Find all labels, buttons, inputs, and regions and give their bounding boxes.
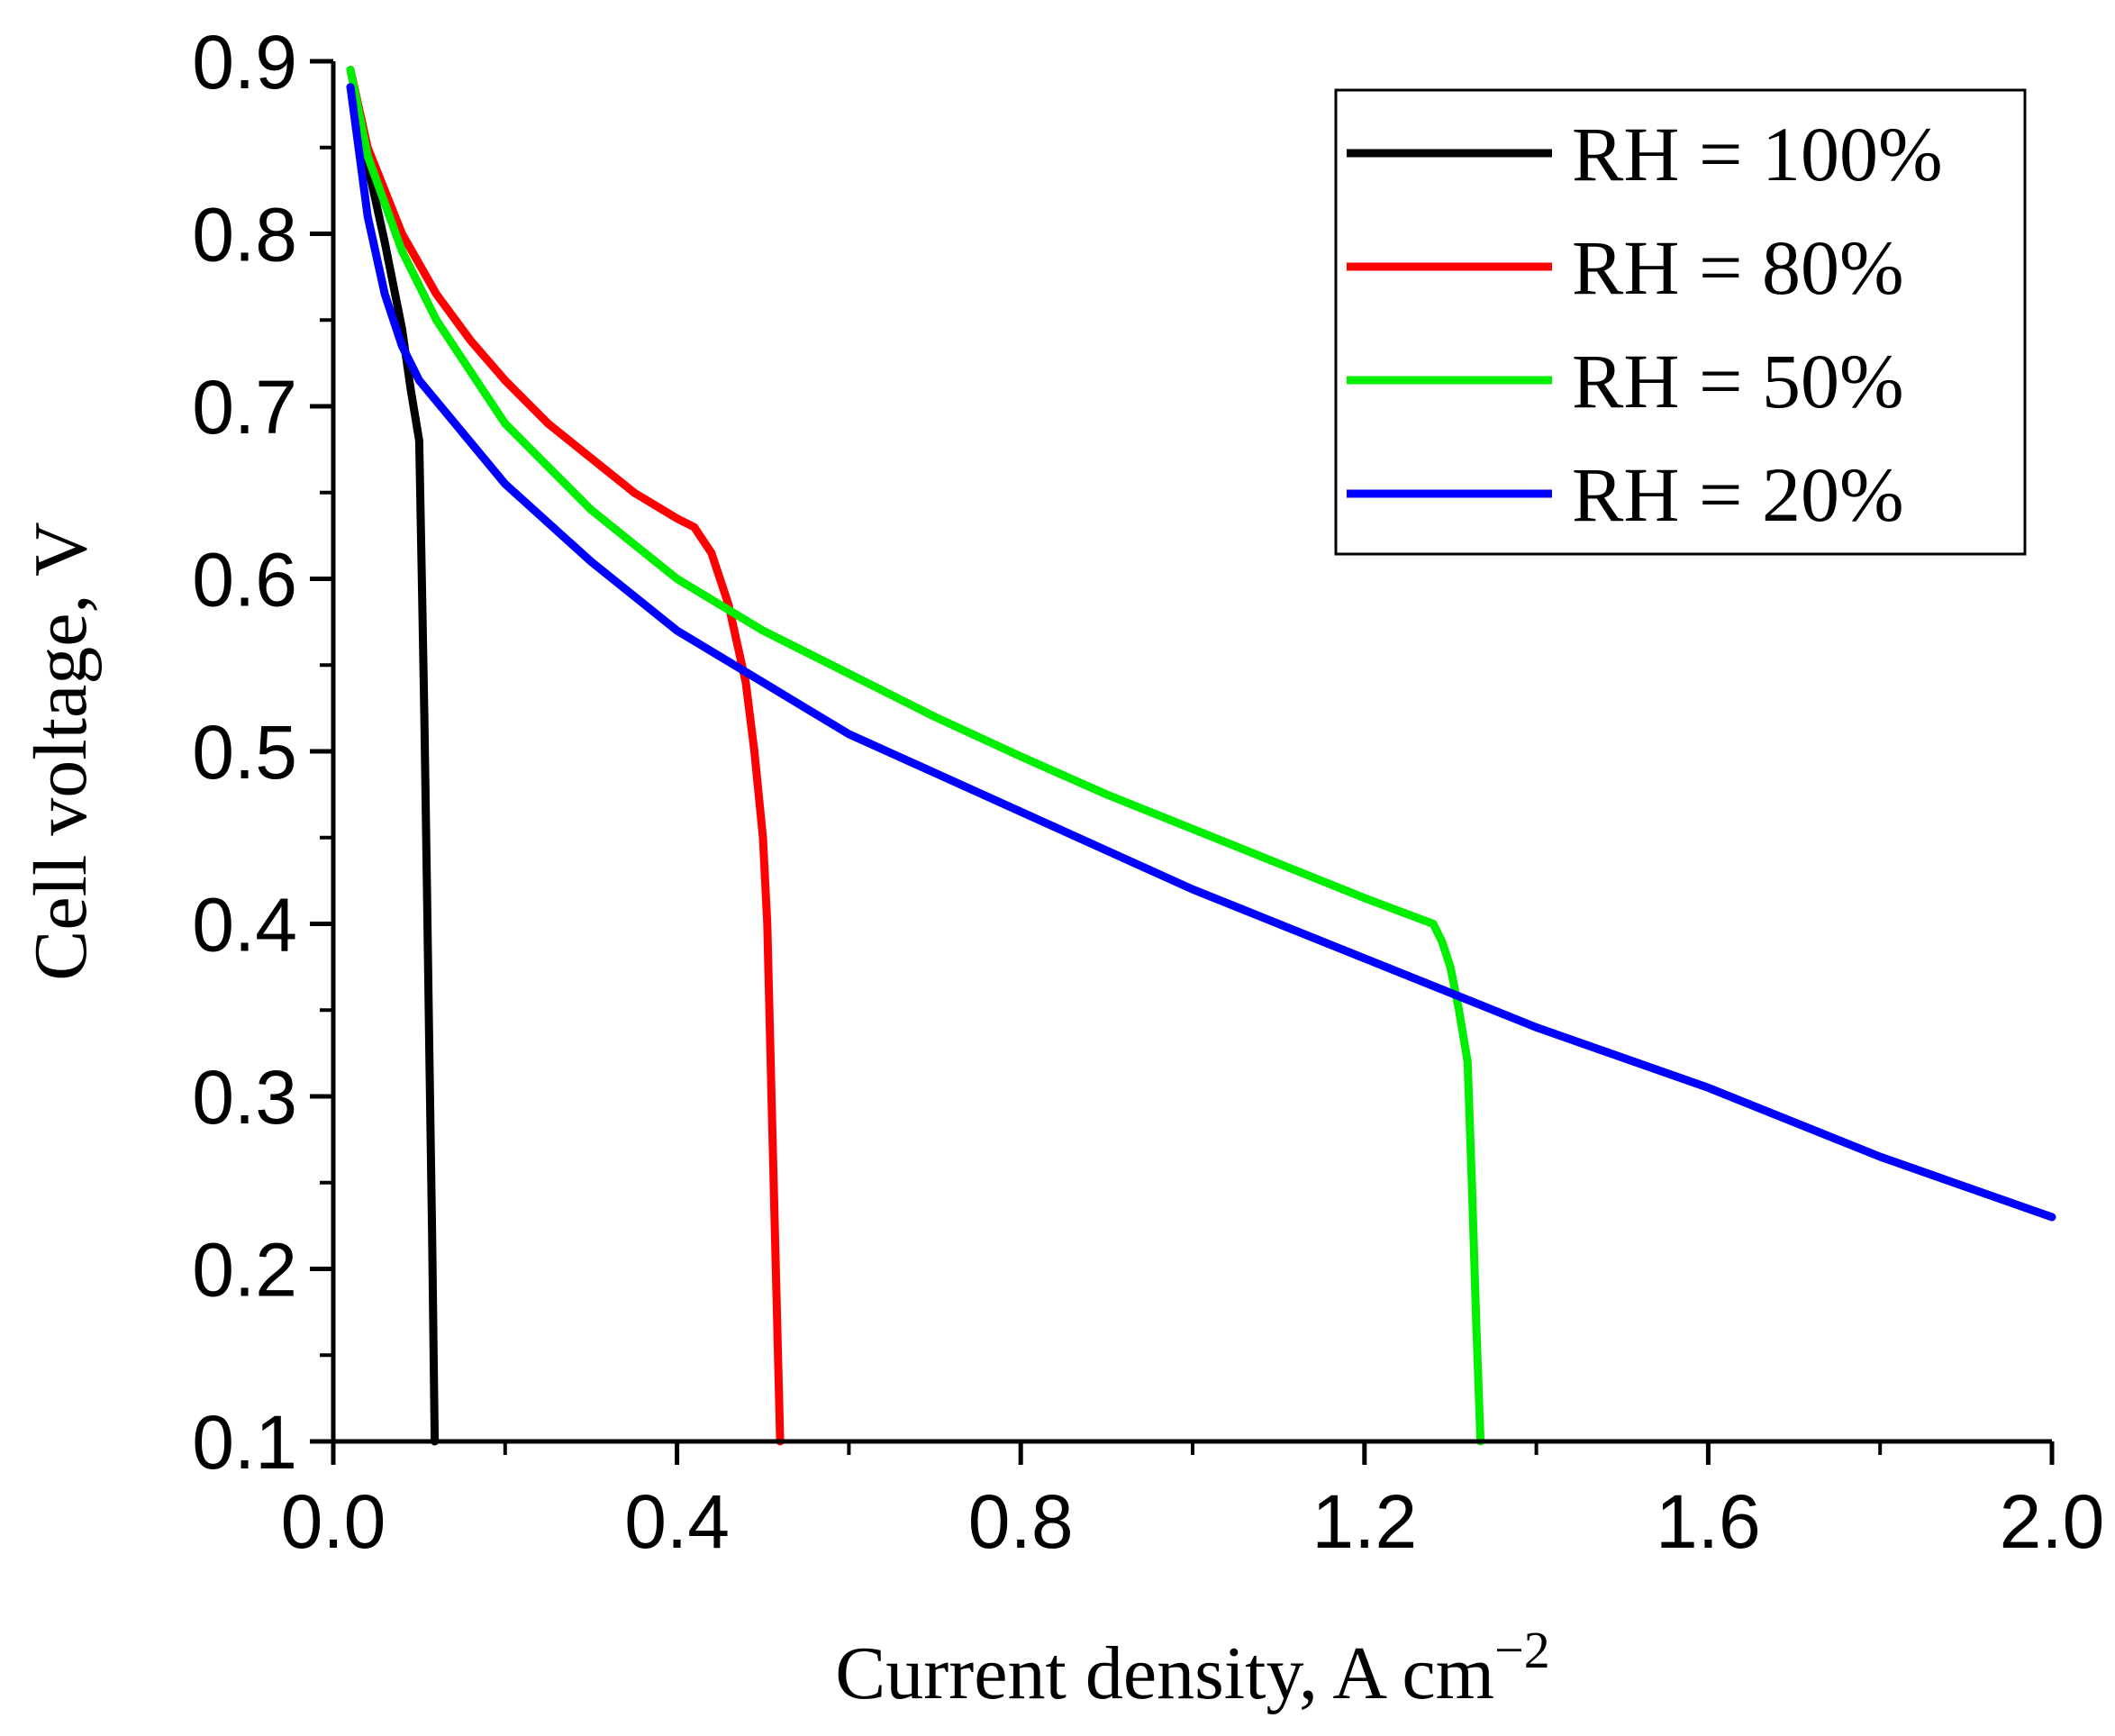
x-tick-label: 0.0 <box>281 1479 386 1564</box>
y-tick-label: 0.4 <box>192 883 297 968</box>
y-tick-label: 0.1 <box>192 1400 297 1485</box>
y-tick-label: 0.9 <box>192 20 297 105</box>
y-tick-label: 0.5 <box>192 710 297 795</box>
x-tick-label: 0.8 <box>968 1479 1074 1564</box>
legend-label-rh-20: RH = 20% <box>1572 451 1904 538</box>
y-tick-label: 0.6 <box>192 538 297 623</box>
y-tick-label: 0.7 <box>192 365 297 450</box>
x-axis-title: Current density, A cm−2 <box>835 1621 1550 1715</box>
series-line-rh-50 <box>346 66 1485 1446</box>
series-layer <box>346 66 2056 1446</box>
series-line-rh-80 <box>346 66 785 1446</box>
y-tick-label: 0.2 <box>192 1228 297 1313</box>
x-tick-label: 1.6 <box>1656 1479 1761 1564</box>
ticks-layer: 0.0 0.4 0.8 1.2 1.6 2.0 0.1 0.2 0.3 0.4 0.5 0.6 0.7 0… <box>192 20 2104 1564</box>
y-axis-title: Cell voltage, V <box>19 522 103 980</box>
y-tick-label: 0.8 <box>192 193 297 277</box>
x-tick-label: 1.2 <box>1312 1479 1417 1564</box>
legend: RH = 100% RH = 80% RH = 50% RH = 20% <box>1334 88 2027 556</box>
legend-label-rh-80: RH = 80% <box>1572 224 1904 311</box>
legend-box <box>1334 88 2027 556</box>
x-tick-label: 2.0 <box>2000 1479 2105 1564</box>
x-axis-title-text: Current density, A cm <box>835 1631 1494 1715</box>
series-line-rh-100 <box>346 83 440 1446</box>
x-axis-title-superscript: −2 <box>1494 1621 1550 1679</box>
y-tick-label: 0.3 <box>192 1055 297 1140</box>
x-tick-label: 0.4 <box>624 1479 730 1564</box>
legend-label-rh-50: RH = 50% <box>1572 338 1904 424</box>
series-line-rh-20 <box>346 83 2056 1222</box>
legend-label-rh-100: RH = 100% <box>1572 111 1943 197</box>
